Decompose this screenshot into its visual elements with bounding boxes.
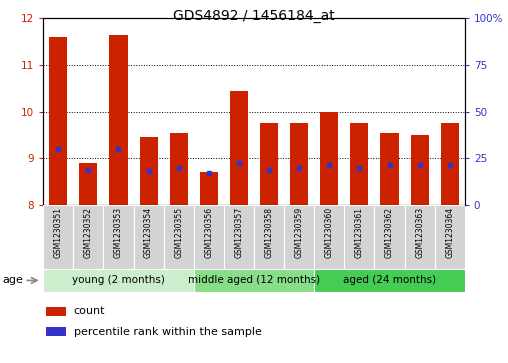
Bar — [73, 205, 104, 269]
Bar — [46, 307, 66, 316]
Text: GSM1230357: GSM1230357 — [234, 207, 243, 258]
Text: GSM1230351: GSM1230351 — [54, 207, 63, 258]
Text: GSM1230361: GSM1230361 — [355, 207, 364, 258]
Bar — [140, 137, 157, 205]
Text: aged (24 months): aged (24 months) — [343, 276, 436, 285]
Bar — [79, 163, 98, 205]
Text: GSM1230356: GSM1230356 — [204, 207, 213, 258]
Bar — [200, 172, 218, 205]
Bar — [435, 205, 465, 269]
Bar — [284, 205, 314, 269]
Bar — [351, 123, 368, 205]
Text: GSM1230352: GSM1230352 — [84, 207, 93, 258]
Bar — [43, 269, 194, 292]
Bar — [194, 205, 224, 269]
Text: GSM1230364: GSM1230364 — [445, 207, 454, 258]
Bar — [314, 269, 465, 292]
Bar — [194, 269, 314, 292]
Bar — [254, 205, 284, 269]
Text: GSM1230362: GSM1230362 — [385, 207, 394, 258]
Bar — [380, 132, 399, 205]
Bar — [230, 91, 248, 205]
Bar — [404, 205, 435, 269]
Bar — [134, 205, 164, 269]
Bar — [49, 37, 67, 205]
Bar — [224, 205, 254, 269]
Bar — [109, 34, 128, 205]
Text: GSM1230355: GSM1230355 — [174, 207, 183, 258]
Text: age: age — [3, 276, 23, 285]
Bar — [170, 132, 188, 205]
Text: GSM1230360: GSM1230360 — [325, 207, 334, 258]
Bar — [46, 327, 66, 336]
Text: count: count — [74, 306, 105, 317]
Bar — [441, 123, 459, 205]
Bar — [374, 205, 404, 269]
Text: middle aged (12 months): middle aged (12 months) — [188, 276, 320, 285]
Bar — [290, 123, 308, 205]
Bar — [344, 205, 374, 269]
Bar — [164, 205, 194, 269]
Bar — [314, 205, 344, 269]
Bar — [43, 205, 73, 269]
Bar — [410, 135, 429, 205]
Text: GSM1230354: GSM1230354 — [144, 207, 153, 258]
Text: GSM1230353: GSM1230353 — [114, 207, 123, 258]
Text: GSM1230358: GSM1230358 — [265, 207, 274, 258]
Bar — [320, 112, 338, 205]
Bar — [260, 123, 278, 205]
Text: GDS4892 / 1456184_at: GDS4892 / 1456184_at — [173, 9, 335, 23]
Bar — [104, 205, 134, 269]
Text: GSM1230359: GSM1230359 — [295, 207, 304, 258]
Text: percentile rank within the sample: percentile rank within the sample — [74, 327, 262, 337]
Text: GSM1230363: GSM1230363 — [415, 207, 424, 258]
Text: young (2 months): young (2 months) — [72, 276, 165, 285]
